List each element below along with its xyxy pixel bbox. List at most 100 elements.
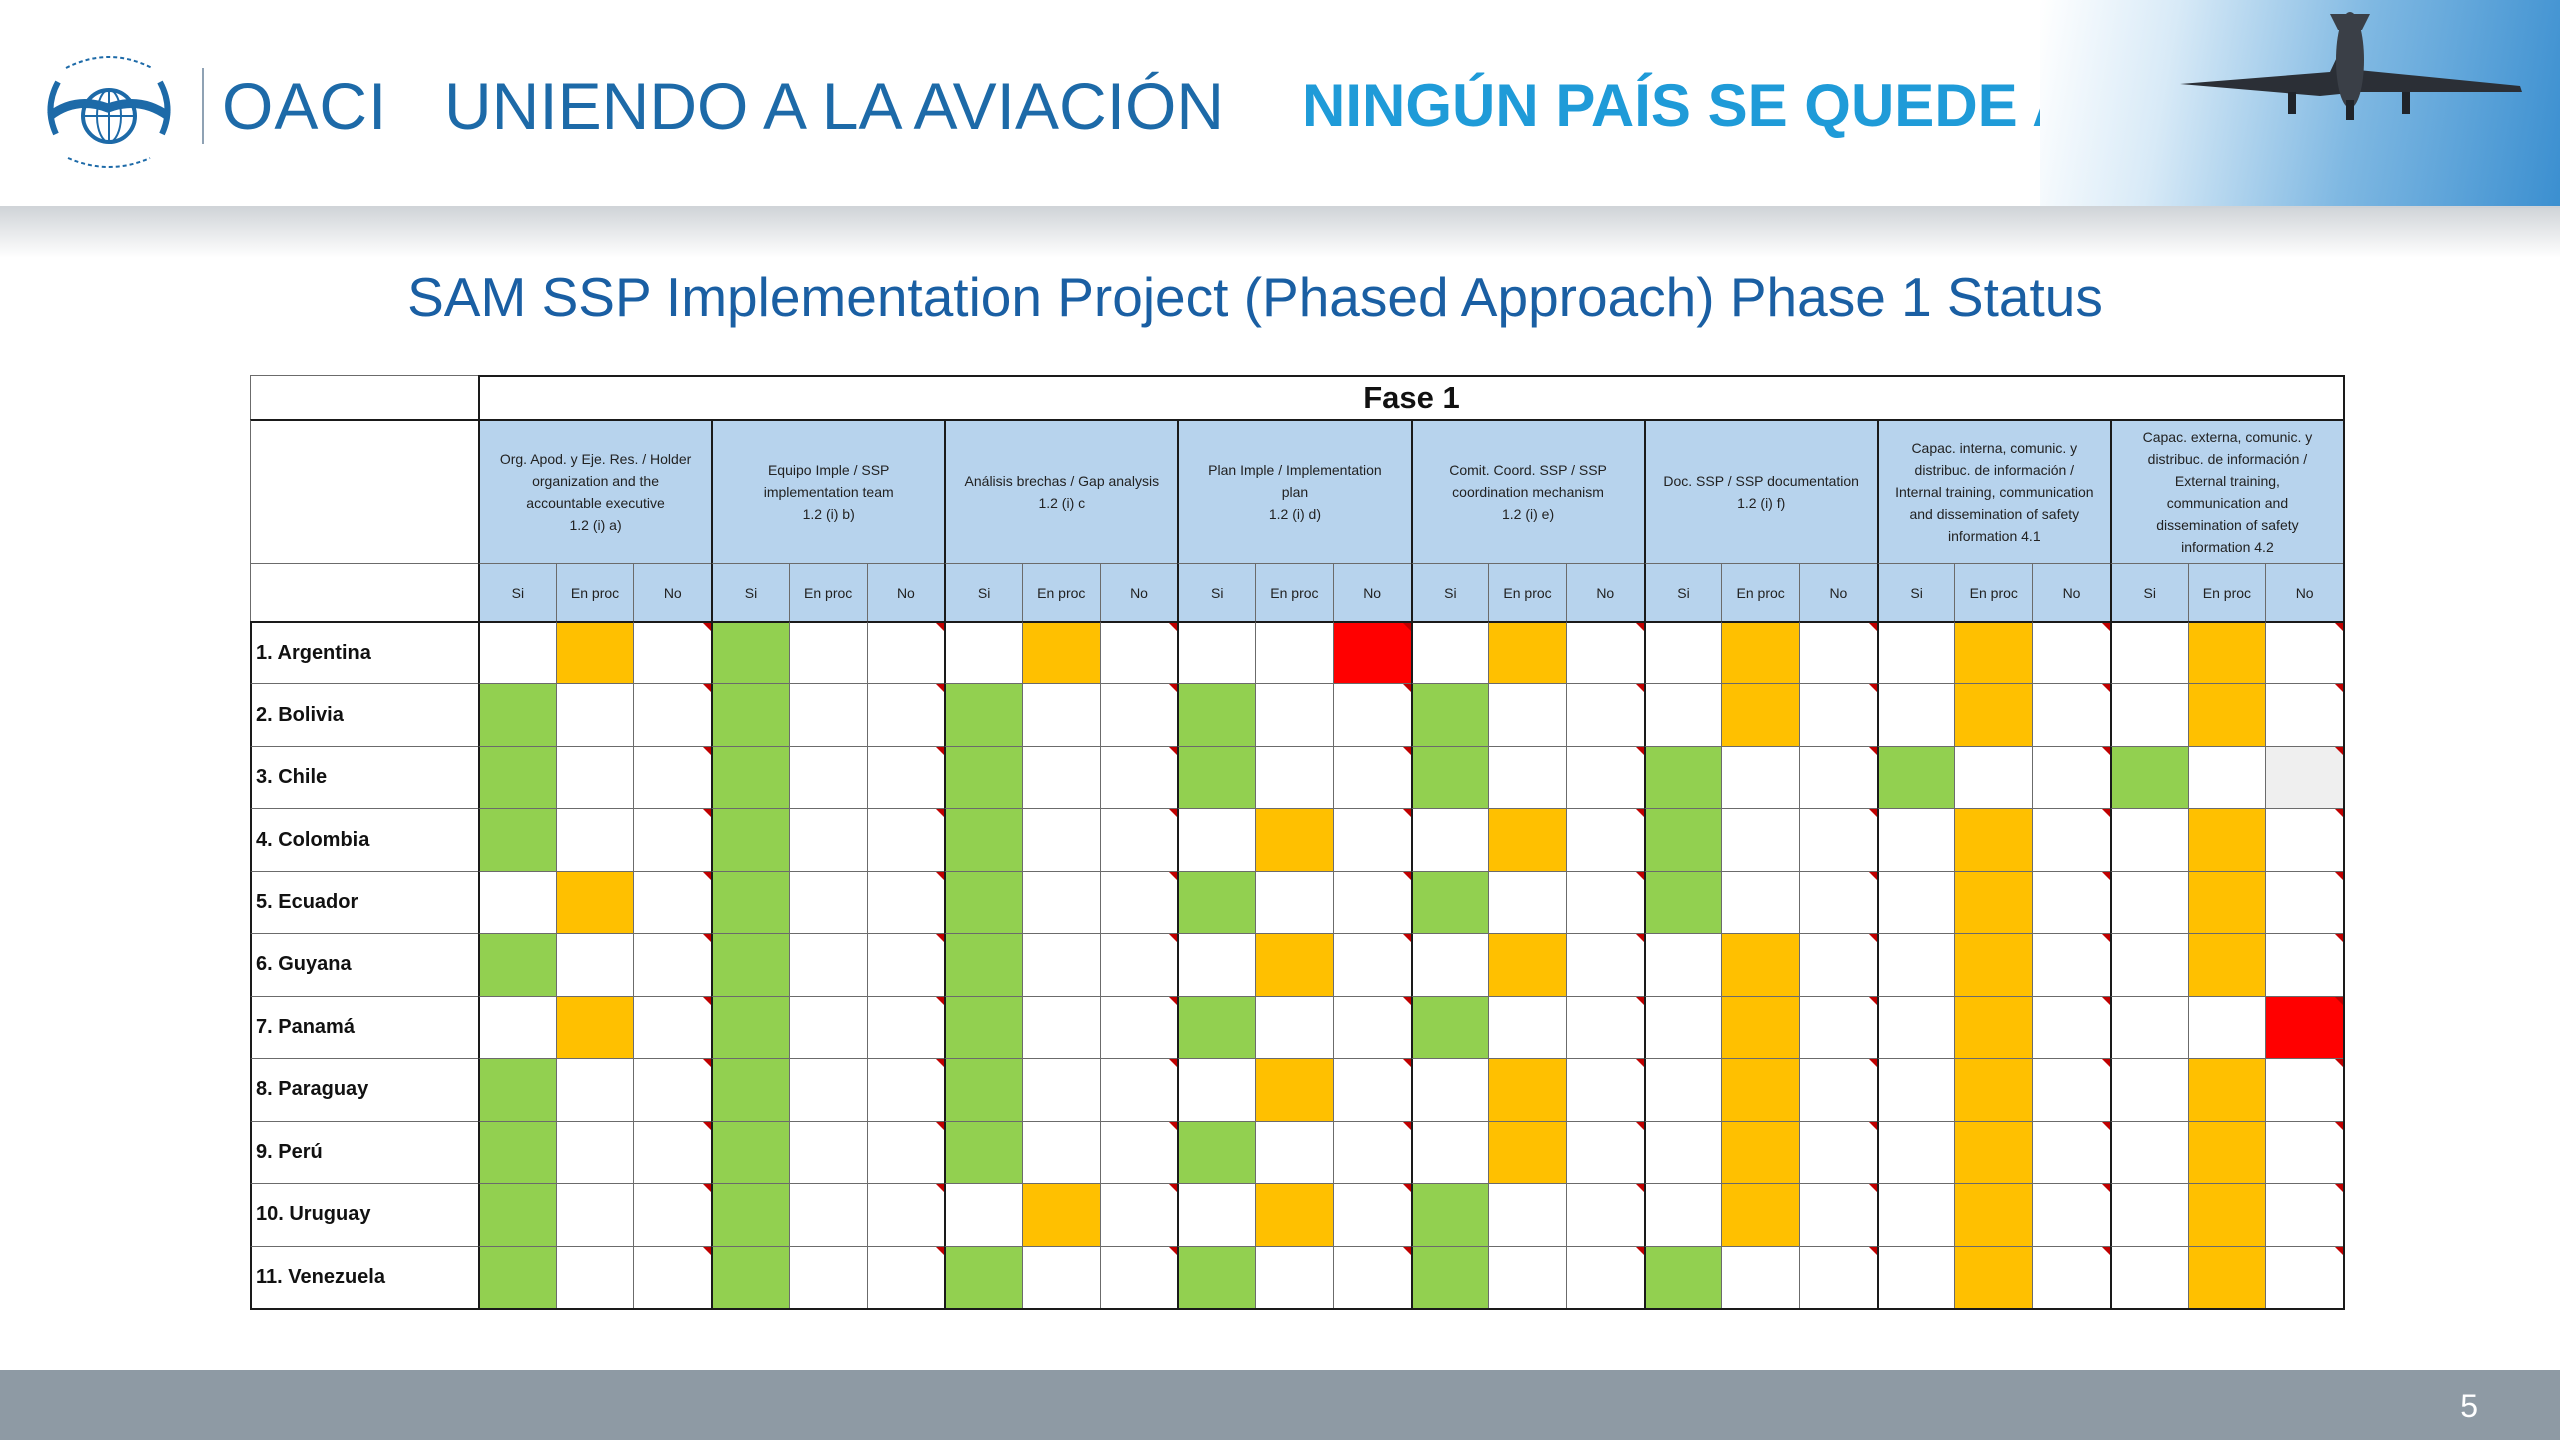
status-cell-empty bbox=[2187, 995, 2266, 1059]
status-cell-si bbox=[1177, 1245, 1256, 1308]
status-cell-empty bbox=[1255, 1245, 1333, 1308]
status-cell-empty bbox=[1799, 933, 1877, 996]
column-group-header-line: accountable executive bbox=[526, 495, 665, 511]
status-cell-si bbox=[944, 1245, 1022, 1308]
column-group-header-line: External training, bbox=[2174, 473, 2280, 489]
status-cell-empty bbox=[1021, 933, 1100, 996]
column-group-header-line: plan bbox=[1281, 484, 1309, 500]
status-cell-empty bbox=[2109, 1120, 2188, 1184]
header-shadow bbox=[0, 206, 2560, 258]
status-subheader: En proc bbox=[1021, 563, 1100, 621]
status-cell-empty bbox=[788, 870, 867, 934]
status-subheader: No bbox=[2265, 563, 2343, 621]
status-cell-empty bbox=[1410, 621, 1489, 684]
status-cell-empty bbox=[1177, 933, 1256, 996]
status-cell-si bbox=[1410, 995, 1489, 1059]
status-subheader: En proc bbox=[2187, 563, 2266, 621]
header-banner: OACI UNIENDO A LA AVIACIÓN NINGÚN PAÍS S… bbox=[0, 0, 2560, 208]
status-cell-empty bbox=[1099, 933, 1178, 996]
status-cell-si bbox=[1643, 1245, 1722, 1308]
status-cell-empty bbox=[788, 995, 867, 1059]
status-cell-empty bbox=[1876, 995, 1955, 1059]
status-cell-en-proc bbox=[1255, 808, 1333, 871]
status-cell-empty bbox=[866, 1245, 945, 1308]
status-cell-empty bbox=[2265, 683, 2343, 746]
status-cell-empty bbox=[788, 1120, 867, 1184]
status-subheader: No bbox=[1799, 563, 1877, 621]
status-cell-empty bbox=[788, 1245, 867, 1308]
status-cell-en-proc bbox=[1954, 1183, 2033, 1246]
status-cell-empty bbox=[1799, 870, 1877, 934]
column-group-header-line: distribuc. de información / bbox=[1914, 462, 2075, 478]
status-subheader: En proc bbox=[1954, 563, 2033, 621]
status-cell-si bbox=[944, 745, 1022, 809]
status-subheader: Si bbox=[1177, 563, 1256, 621]
status-cell-empty bbox=[1565, 683, 1644, 746]
status-cell-empty bbox=[1643, 1058, 1722, 1121]
status-cell-empty bbox=[1410, 808, 1489, 871]
status-cell-en-proc bbox=[1488, 621, 1566, 684]
status-cell-empty bbox=[633, 808, 712, 871]
status-cell-empty bbox=[555, 933, 634, 996]
status-cell-en-proc bbox=[1488, 933, 1566, 996]
status-cell-en-proc bbox=[1954, 808, 2033, 871]
status-cell-empty bbox=[2032, 683, 2110, 746]
status-cell-empty bbox=[1565, 995, 1644, 1059]
status-cell-empty bbox=[1721, 870, 1800, 934]
status-cell-empty bbox=[633, 933, 712, 996]
country-label: 8. Paraguay bbox=[250, 1058, 478, 1121]
status-cell-si bbox=[478, 1245, 556, 1308]
status-cell-empty bbox=[1332, 1120, 1411, 1184]
status-cell-empty bbox=[555, 1120, 634, 1184]
status-cell-empty bbox=[788, 933, 867, 996]
status-cell-empty bbox=[1876, 1120, 1955, 1184]
status-cell-en-proc bbox=[2187, 1120, 2266, 1184]
status-cell-empty bbox=[1177, 621, 1256, 684]
status-cell-si bbox=[1177, 745, 1256, 809]
status-cell-empty bbox=[1255, 1120, 1333, 1184]
status-cell-empty bbox=[1876, 870, 1955, 934]
status-cell-empty bbox=[1565, 933, 1644, 996]
sky-background bbox=[2040, 0, 2560, 208]
country-label: 10. Uruguay bbox=[250, 1183, 478, 1246]
status-cell-empty bbox=[1799, 808, 1877, 871]
status-cell-en-proc bbox=[555, 995, 634, 1059]
status-cell-empty bbox=[866, 933, 945, 996]
status-cell-si bbox=[1177, 870, 1256, 934]
status-cell-empty bbox=[2032, 621, 2110, 684]
status-cell-empty bbox=[633, 1245, 712, 1308]
status-cell-en-proc bbox=[1255, 1058, 1333, 1121]
status-cell-empty bbox=[1099, 1120, 1178, 1184]
status-cell-si bbox=[2109, 745, 2188, 809]
status-cell-empty bbox=[2265, 1120, 2343, 1184]
status-cell-empty bbox=[1799, 621, 1877, 684]
status-cell-empty bbox=[866, 1183, 945, 1246]
status-cell-empty bbox=[1410, 1120, 1489, 1184]
country-label: 2. Bolivia bbox=[250, 683, 478, 746]
status-cell-empty bbox=[944, 621, 1022, 684]
status-cell-empty bbox=[633, 1058, 712, 1121]
status-cell-en-proc bbox=[2187, 1245, 2266, 1308]
status-cell-empty bbox=[1876, 621, 1955, 684]
status-cell-empty bbox=[1876, 1245, 1955, 1308]
status-cell-empty bbox=[2265, 1183, 2343, 1246]
status-cell-empty bbox=[2032, 1183, 2110, 1246]
status-cell-empty bbox=[2032, 1120, 2110, 1184]
status-cell-en-proc bbox=[1255, 1183, 1333, 1246]
column-group-header: Capac. interna, comunic. y distribuc. de … bbox=[1876, 419, 2110, 563]
column-group-header: Org. Apod. y Eje. Res. / Holder organizat… bbox=[478, 419, 712, 563]
status-cell-empty bbox=[1565, 1183, 1644, 1246]
status-cell-empty bbox=[1799, 683, 1877, 746]
status-subheader: No bbox=[1099, 563, 1178, 621]
status-cell-empty bbox=[555, 1245, 634, 1308]
status-cell-empty bbox=[866, 1058, 945, 1121]
status-cell-en-proc bbox=[1721, 1120, 1800, 1184]
status-cell-empty bbox=[1799, 1058, 1877, 1121]
status-cell-empty bbox=[1332, 1245, 1411, 1308]
tagline: UNIENDO A LA AVIACIÓN bbox=[444, 69, 1225, 143]
status-cell-empty bbox=[2265, 1245, 2343, 1308]
status-cell-empty bbox=[1021, 1245, 1100, 1308]
status-cell-empty bbox=[1099, 1245, 1178, 1308]
country-label: 7. Panamá bbox=[250, 995, 478, 1059]
status-cell-empty bbox=[866, 808, 945, 871]
